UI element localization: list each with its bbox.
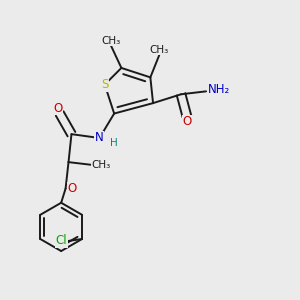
Text: CH₃: CH₃	[91, 160, 110, 170]
Text: N: N	[95, 131, 104, 145]
Text: H: H	[110, 138, 118, 148]
Text: CH₃: CH₃	[101, 36, 121, 46]
Text: CH₃: CH₃	[150, 45, 169, 55]
Text: O: O	[182, 115, 191, 128]
Text: O: O	[54, 102, 63, 115]
Text: O: O	[68, 182, 77, 195]
Text: Cl: Cl	[56, 234, 67, 247]
Text: S: S	[101, 78, 108, 91]
Text: NH₂: NH₂	[208, 83, 230, 96]
